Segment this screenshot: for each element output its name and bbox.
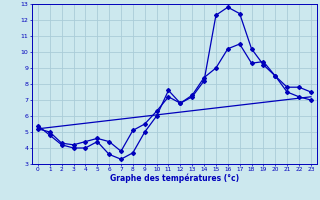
X-axis label: Graphe des températures (°c): Graphe des températures (°c): [110, 174, 239, 183]
